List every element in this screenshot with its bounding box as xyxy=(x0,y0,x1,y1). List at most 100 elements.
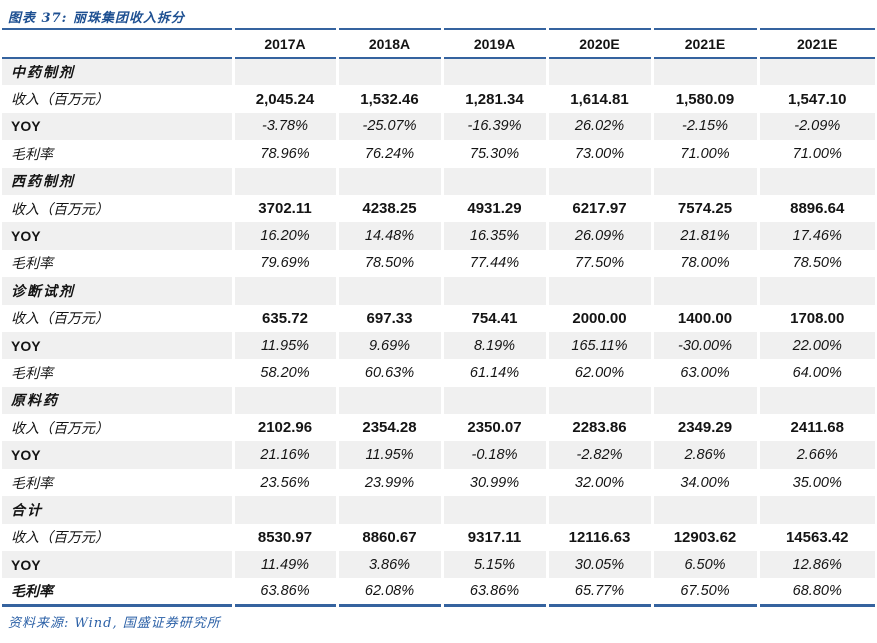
cell: 58.20% xyxy=(231,359,337,387)
cell: 754.41 xyxy=(440,304,547,332)
cell: 30.05% xyxy=(545,551,652,579)
cell: 1,547.10 xyxy=(756,85,875,113)
cell: 78.96% xyxy=(231,140,337,168)
cell: 1,614.81 xyxy=(545,85,652,113)
cell: -30.00% xyxy=(650,331,758,360)
header-spacer xyxy=(2,29,233,59)
cell: 2350.07 xyxy=(440,414,547,442)
cell: 63.00% xyxy=(650,359,758,387)
cell: 23.56% xyxy=(231,468,337,497)
cell: 4238.25 xyxy=(335,194,442,223)
revenue-row: 收入（百万元） 2102.96 2354.28 2350.07 2283.86 … xyxy=(2,414,875,442)
cell: 78.50% xyxy=(756,249,875,278)
row-label-revenue: 收入（百万元） xyxy=(11,420,109,437)
cell: 30.99% xyxy=(440,468,547,497)
cell: 9317.11 xyxy=(440,523,547,552)
cell: -3.78% xyxy=(231,112,337,141)
cell: 62.08% xyxy=(335,578,442,606)
cell: 73.00% xyxy=(545,140,652,168)
col-header-2018a: 2018A xyxy=(335,29,442,59)
revenue-row: 收入（百万元） 8530.97 8860.67 9317.11 12116.63… xyxy=(2,523,875,552)
cell: 16.20% xyxy=(231,222,337,250)
section-title: 中药制剂 xyxy=(11,65,75,82)
cell: 165.11% xyxy=(545,331,652,360)
margin-row: 毛利率 79.69% 78.50% 77.44% 77.50% 78.00% 7… xyxy=(2,249,875,278)
cell: -2.09% xyxy=(756,112,875,141)
row-label-revenue: 收入（百万元） xyxy=(11,201,109,218)
cell: -25.07% xyxy=(335,112,442,141)
cell: 8860.67 xyxy=(335,523,442,552)
row-label-yoy: YOY xyxy=(11,447,41,464)
cell: 1,281.34 xyxy=(440,85,547,113)
cell: 697.33 xyxy=(335,304,442,332)
cell: 2283.86 xyxy=(545,414,652,442)
cell: 16.35% xyxy=(440,222,547,250)
revenue-row: 收入（百万元） 635.72 697.33 754.41 2000.00 140… xyxy=(2,304,875,332)
row-label-revenue: 收入（百万元） xyxy=(11,311,109,328)
cell: 8.19% xyxy=(440,331,547,360)
cell: 2000.00 xyxy=(545,304,652,332)
cell: 635.72 xyxy=(231,304,337,332)
cell: 78.00% xyxy=(650,249,758,278)
cell: 12116.63 xyxy=(545,523,652,552)
margin-row: 毛利率 78.96% 76.24% 75.30% 73.00% 71.00% 7… xyxy=(2,140,875,168)
cell: 6.50% xyxy=(650,551,758,579)
cell: 2349.29 xyxy=(650,414,758,442)
section-title: 诊断试剂 xyxy=(11,283,75,300)
cell: 60.63% xyxy=(335,359,442,387)
cell: 4931.29 xyxy=(440,194,547,223)
row-label-margin: 毛利率 xyxy=(11,365,53,382)
section-title: 原料药 xyxy=(11,393,59,410)
cell: 64.00% xyxy=(756,359,875,387)
col-header-2021e-2: 2021E xyxy=(756,29,875,59)
row-label-yoy: YOY xyxy=(11,556,41,573)
section-header-row: 原料药 xyxy=(2,386,875,415)
cell: 2102.96 xyxy=(231,414,337,442)
cell: 2411.68 xyxy=(756,414,875,442)
revenue-row: 收入（百万元） 3702.11 4238.25 4931.29 6217.97 … xyxy=(2,194,875,223)
yoy-row: YOY 16.20% 14.48% 16.35% 26.09% 21.81% 1… xyxy=(2,222,875,250)
row-label-margin: 毛利率 xyxy=(11,256,53,273)
cell: 3702.11 xyxy=(231,194,337,223)
cell: 6217.97 xyxy=(545,194,652,223)
cell: 26.09% xyxy=(545,222,652,250)
cell: 12903.62 xyxy=(650,523,758,552)
cell: 76.24% xyxy=(335,140,442,168)
section-title: 合计 xyxy=(11,502,43,519)
col-header-2020e: 2020E xyxy=(545,29,652,59)
row-label-revenue: 收入（百万元） xyxy=(11,92,109,109)
cell: 71.00% xyxy=(650,140,758,168)
cell: 1,580.09 xyxy=(650,85,758,113)
cell: 35.00% xyxy=(756,468,875,497)
cell: 26.02% xyxy=(545,112,652,141)
cell: 3.86% xyxy=(335,551,442,579)
cell: 1400.00 xyxy=(650,304,758,332)
yoy-row: YOY 11.49% 3.86% 5.15% 30.05% 6.50% 12.8… xyxy=(2,551,875,579)
cell: 77.44% xyxy=(440,249,547,278)
cell: 7574.25 xyxy=(650,194,758,223)
cell: 21.81% xyxy=(650,222,758,250)
cell: 21.16% xyxy=(231,441,337,469)
cell: 8896.64 xyxy=(756,194,875,223)
cell: 11.95% xyxy=(231,331,337,360)
cell: -2.82% xyxy=(545,441,652,469)
row-label-margin: 毛利率 xyxy=(11,146,53,163)
yoy-row: YOY 21.16% 11.95% -0.18% -2.82% 2.86% 2.… xyxy=(2,441,875,469)
row-label-revenue: 收入（百万元） xyxy=(11,530,109,547)
row-label-margin: 毛利率 xyxy=(11,584,53,601)
revenue-row: 收入（百万元） 2,045.24 1,532.46 1,281.34 1,614… xyxy=(2,85,875,113)
cell: 68.80% xyxy=(756,578,875,606)
cell: 2.86% xyxy=(650,441,758,469)
yoy-row: YOY 11.95% 9.69% 8.19% 165.11% -30.00% 2… xyxy=(2,331,875,360)
cell: 71.00% xyxy=(756,140,875,168)
section-title: 西药制剂 xyxy=(11,174,75,191)
cell: 65.77% xyxy=(545,578,652,606)
cell: 67.50% xyxy=(650,578,758,606)
row-label-yoy: YOY xyxy=(11,118,41,135)
cell: 2.66% xyxy=(756,441,875,469)
cell: 8530.97 xyxy=(231,523,337,552)
cell: 1708.00 xyxy=(756,304,875,332)
cell: 2354.28 xyxy=(335,414,442,442)
row-label-yoy: YOY xyxy=(11,337,41,354)
col-header-2017a: 2017A xyxy=(231,29,337,59)
